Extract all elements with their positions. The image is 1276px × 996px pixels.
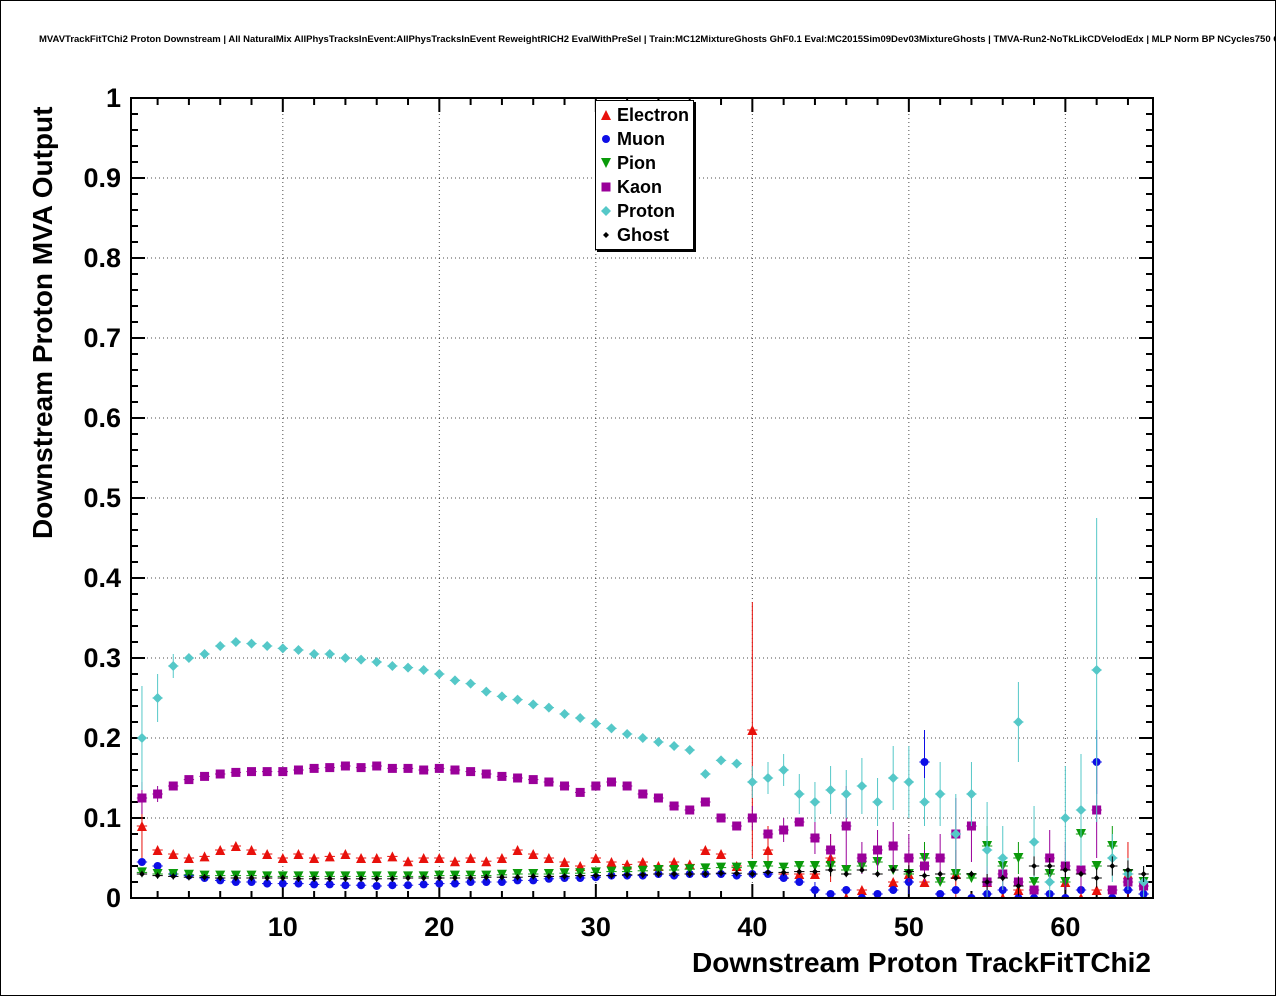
svg-text:1: 1 bbox=[106, 83, 121, 113]
svg-text:0.9: 0.9 bbox=[83, 163, 121, 193]
diamond-marker-icon bbox=[601, 206, 611, 216]
triangle-up-marker-icon bbox=[601, 110, 611, 120]
svg-text:0.6: 0.6 bbox=[83, 403, 121, 433]
legend-item-muon: Muon bbox=[598, 127, 689, 151]
series-ghost bbox=[136, 856, 1149, 896]
svg-text:0.2: 0.2 bbox=[83, 723, 121, 753]
legend: Electron Muon Pion Kaon Proton Ghost bbox=[595, 100, 695, 250]
legend-label: Electron bbox=[617, 104, 690, 125]
series-electron bbox=[136, 602, 1149, 898]
svg-text:0.5: 0.5 bbox=[83, 483, 121, 513]
svg-text:0: 0 bbox=[106, 883, 121, 913]
triangle-down-marker-icon bbox=[601, 158, 611, 168]
legend-item-pion: Pion bbox=[598, 151, 689, 175]
svg-text:20: 20 bbox=[424, 912, 454, 942]
legend-item-ghost: Ghost bbox=[598, 223, 689, 247]
svg-text:0.4: 0.4 bbox=[83, 563, 121, 593]
legend-label: Ghost bbox=[617, 224, 669, 245]
circle-marker-icon bbox=[602, 135, 610, 143]
legend-item-electron: Electron bbox=[598, 103, 689, 127]
legend-label: Kaon bbox=[617, 176, 662, 197]
svg-text:0.3: 0.3 bbox=[83, 643, 121, 673]
series-kaon bbox=[136, 761, 1149, 898]
svg-text:60: 60 bbox=[1050, 912, 1080, 942]
svg-text:0.1: 0.1 bbox=[83, 803, 121, 833]
series-proton bbox=[136, 518, 1149, 898]
legend-item-proton: Proton bbox=[598, 199, 689, 223]
svg-text:50: 50 bbox=[894, 912, 924, 942]
legend-label: Pion bbox=[617, 152, 656, 173]
legend-item-kaon: Kaon bbox=[598, 175, 689, 199]
diamond-marker-icon bbox=[603, 232, 609, 238]
svg-text:0.8: 0.8 bbox=[83, 243, 121, 273]
square-marker-icon bbox=[601, 182, 611, 192]
legend-label: Proton bbox=[617, 200, 675, 221]
plot-title: MVAVTrackFitTChi2 Proton Downstream | Al… bbox=[39, 34, 1275, 45]
legend-label: Muon bbox=[617, 128, 665, 149]
svg-text:10: 10 bbox=[268, 912, 298, 942]
x-axis-label: Downstream Proton TrackFitTChi2 bbox=[692, 947, 1151, 978]
svg-text:40: 40 bbox=[737, 912, 767, 942]
svg-text:30: 30 bbox=[581, 912, 611, 942]
svg-text:0.7: 0.7 bbox=[83, 323, 121, 353]
